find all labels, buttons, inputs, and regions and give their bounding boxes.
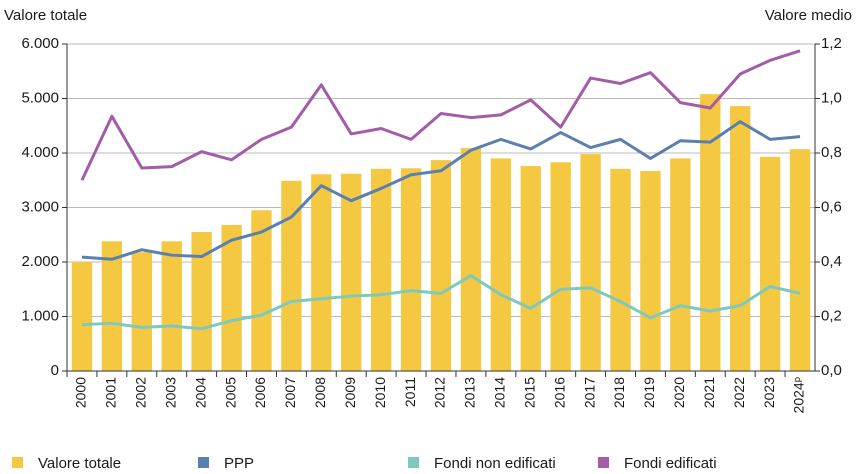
x-tick-label: 2015 [521,377,537,408]
bar [101,241,123,371]
x-tick-label: 2012 [432,377,448,408]
bar [341,173,362,371]
bar [161,241,182,371]
bar [730,106,751,371]
y2-tick-label: 0,6 [821,198,842,215]
y-tick-label: 5.000 [21,89,59,106]
x-tick-label: 2017 [581,377,597,408]
y-tick-label: 1.000 [21,307,59,324]
bar [789,149,811,371]
bar [610,168,631,371]
bar [400,168,422,371]
x-tick-label: 2008 [312,377,328,408]
bar [550,162,571,371]
x-tick-label: 2006 [252,377,268,408]
x-tick-label: 2005 [222,377,238,408]
bar [759,156,781,371]
line [80,49,801,181]
x-tick-label: 2002 [133,377,149,408]
x-tick-label: 2011 [402,377,418,407]
y-tick-label: 0 [51,362,59,379]
legend-label: Fondi non edificati [434,455,556,472]
y2-tick-label: 0,8 [821,144,842,161]
y-tick-label: 4.000 [21,144,59,161]
y2-tick-label: 0,2 [821,307,842,324]
legend-swatch [198,457,209,468]
legend-label: PPP [224,455,254,472]
x-tick-label: 2023 [761,377,777,408]
x-tick-label: 2013 [462,377,478,408]
bar [191,232,212,371]
bar [640,170,661,371]
bar [460,148,482,371]
y-tick-label: 3.000 [21,198,59,215]
legend-swatch [12,457,23,468]
x-tick-label: 2014 [492,377,508,408]
y2-tick-label: 0,0 [821,362,842,379]
bar [131,252,152,371]
bar [580,154,601,371]
y2-axis-title: Valore medio [765,7,852,24]
x-tick-label: 2020 [671,377,687,408]
line [81,274,801,331]
line [81,120,801,261]
x-tick-label: 2010 [372,377,388,408]
y2-tick-label: 0,4 [821,253,842,270]
y2-tick-label: 1,2 [821,35,842,52]
x-tick-label: 2021 [701,377,717,408]
bar [520,166,541,371]
legend-swatch [598,457,609,468]
y2-tick-label: 1,0 [821,89,842,106]
legend-label: Fondi edificati [624,455,717,472]
bar [370,168,392,371]
x-tick-label: 2019 [641,377,657,408]
x-tick-label: 2003 [162,377,178,408]
x-tick-label: 2007 [282,377,298,408]
x-tick-label: 2016 [551,377,567,408]
bar [430,160,452,371]
bar [281,180,302,371]
y-tick-label: 2.000 [21,253,59,270]
bar [490,158,512,371]
x-tick-label: 2022 [731,377,747,408]
y-tick-label: 6.000 [21,35,59,52]
bar [311,174,332,371]
x-tick-label: 2024ᵖ [791,377,807,413]
bar [71,262,93,371]
bar [670,158,691,371]
x-tick-label: 2004 [192,377,208,408]
bar [221,224,242,371]
bar [251,210,272,371]
legend-label: Valore totale [38,455,121,472]
y-axis-title: Valore totale [4,7,87,24]
x-tick-label: 2018 [611,377,627,408]
bar [700,94,721,371]
x-tick-label: 2000 [73,377,89,408]
x-tick-label: 2009 [342,377,358,408]
legend-swatch [408,457,419,468]
x-tick-label: 2001 [103,377,119,408]
